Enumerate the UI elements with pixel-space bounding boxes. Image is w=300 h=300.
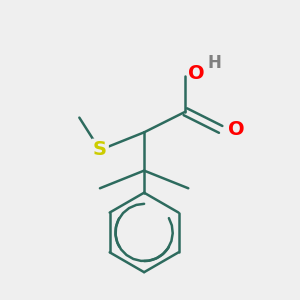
- Text: H: H: [207, 54, 221, 72]
- Text: O: O: [188, 64, 205, 83]
- Text: S: S: [93, 140, 107, 160]
- Text: O: O: [228, 120, 245, 139]
